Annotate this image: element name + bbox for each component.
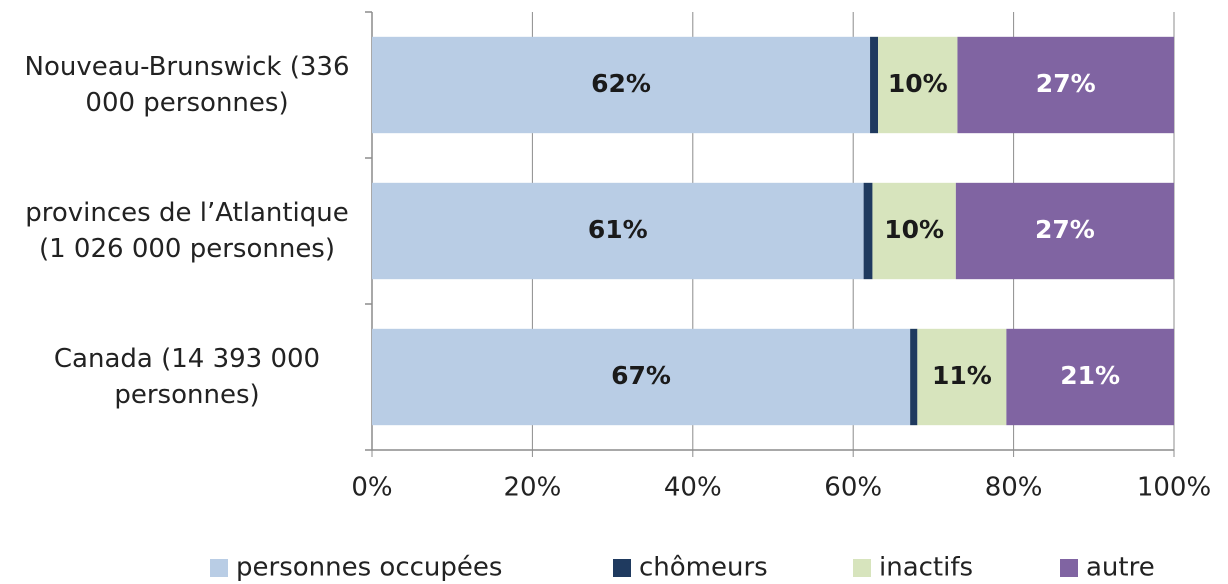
legend-swatch: [613, 559, 631, 577]
data-label: 11%: [932, 361, 992, 390]
bar-segment: [1006, 328, 1174, 426]
x-tick-label: 80%: [985, 473, 1043, 503]
y-tick-label: Nouveau-Brunswick (336 000 personnes): [24, 52, 350, 118]
x-tick-label: 100%: [1137, 473, 1211, 503]
data-label: 10%: [888, 69, 948, 98]
bar-segment: [372, 182, 864, 280]
bar-segment: [910, 328, 918, 426]
bar-segment: [872, 182, 956, 280]
bar-segment: [870, 36, 879, 134]
x-tick-label: 20%: [504, 473, 562, 503]
legend-label: autre: [1086, 553, 1155, 583]
bar-segment: [372, 328, 911, 426]
x-tick-label: 60%: [824, 473, 882, 503]
bar-segment: [372, 36, 871, 134]
bar-segment: [957, 36, 1174, 134]
bar-segment: [878, 36, 958, 134]
legend-label: personnes occupées: [236, 553, 502, 583]
legend-label: inactifs: [879, 553, 973, 583]
y-tick-label: Canada (14 393 000 personnes): [53, 344, 321, 410]
data-label: 61%: [588, 215, 648, 244]
data-label: 21%: [1060, 361, 1120, 390]
y-tick-label: provinces de l’Atlantique (1 026 000 per…: [25, 198, 349, 264]
bar-segment: [863, 182, 873, 280]
data-label: 27%: [1035, 215, 1095, 244]
legend-label: chômeurs: [639, 553, 768, 583]
x-tick-label: 0%: [351, 473, 392, 503]
data-label: 62%: [591, 69, 651, 98]
legend-swatch: [210, 559, 228, 577]
legend-swatch: [1060, 559, 1078, 577]
legend-swatch: [853, 559, 871, 577]
data-label: 10%: [884, 215, 944, 244]
bar-segment: [955, 182, 1174, 280]
x-tick-label: 40%: [664, 473, 722, 503]
data-label: 67%: [611, 361, 671, 390]
bar-segment: [917, 328, 1007, 426]
data-label: 27%: [1036, 69, 1096, 98]
